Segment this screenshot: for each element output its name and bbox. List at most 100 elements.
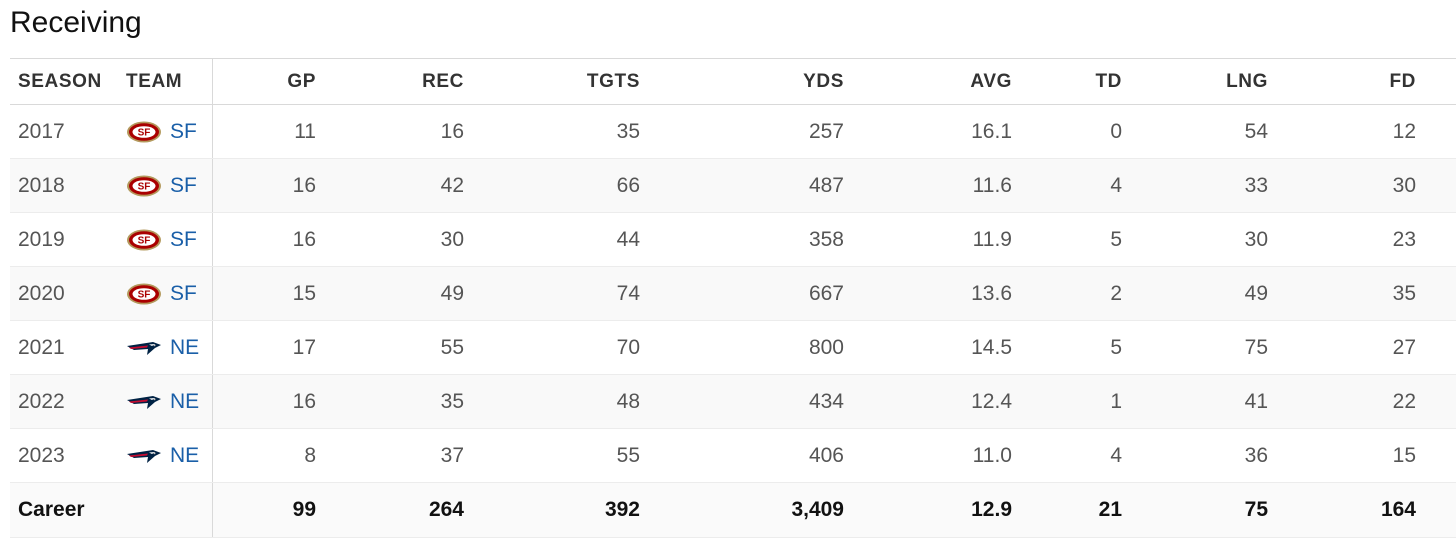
team-link-wrap[interactable]: NE (126, 389, 211, 414)
table-row: 2023 NE 8 37 55 406 11.0 4 36 15 (10, 428, 1456, 483)
team-link-wrap[interactable]: SF SF (126, 173, 211, 198)
career-yds: 3,409 (640, 482, 844, 538)
49ers-logo-icon: SF (127, 283, 161, 304)
table-row: 2022 NE 16 35 48 434 12.4 1 41 22 (10, 374, 1456, 429)
col-header-rec[interactable]: REC (316, 58, 464, 105)
season-cell: 2020 (10, 266, 118, 321)
gp-cell: 8 (212, 428, 316, 483)
team-abbr-link[interactable]: SF (170, 227, 197, 251)
tgts-cell: 70 (464, 320, 640, 375)
row-spacer (1416, 428, 1456, 483)
career-row: Career 99 264 392 3,409 12.9 21 75 164 (10, 482, 1456, 538)
career-tgts: 392 (464, 482, 640, 538)
fd-cell: 23 (1268, 212, 1416, 267)
team-logo: SF (126, 282, 162, 306)
col-header-lng[interactable]: LNG (1122, 58, 1268, 105)
team-link-wrap[interactable]: NE (126, 335, 211, 360)
col-header-team[interactable]: TEAM (118, 58, 213, 105)
team-abbr-link[interactable]: NE (170, 335, 200, 359)
tgts-cell: 66 (464, 158, 640, 213)
avg-cell: 12.4 (844, 374, 1012, 429)
gp-cell: 16 (212, 158, 316, 213)
lng-cell: 75 (1122, 320, 1268, 375)
gp-cell: 11 (212, 104, 316, 159)
avg-cell: 16.1 (844, 104, 1012, 159)
team-link-wrap[interactable]: SF SF (126, 227, 211, 252)
gp-cell: 15 (212, 266, 316, 321)
td-cell: 0 (1012, 104, 1122, 159)
career-label: Career (10, 482, 118, 538)
rec-cell: 42 (316, 158, 464, 213)
season-cell: 2018 (10, 158, 118, 213)
rec-cell: 35 (316, 374, 464, 429)
section-title: Receiving (10, 6, 142, 39)
td-cell: 5 (1012, 320, 1122, 375)
col-header-td[interactable]: TD (1012, 58, 1122, 105)
season-cell: 2023 (10, 428, 118, 483)
table-row: 2017 SF SF 11 16 35 257 16.1 0 54 12 (10, 104, 1456, 159)
col-header-gp[interactable]: GP (212, 58, 316, 105)
49ers-logo-icon: SF (127, 229, 161, 250)
yds-cell: 358 (640, 212, 844, 267)
yds-cell: 800 (640, 320, 844, 375)
yds-cell: 434 (640, 374, 844, 429)
team-logo: SF (126, 228, 162, 252)
tgts-cell: 74 (464, 266, 640, 321)
receiving-stats-table: SEASON TEAM GP REC TGTS YDS AVG TD LNG F… (10, 58, 1456, 538)
team-cell: SF SF (118, 158, 213, 213)
fd-cell: 27 (1268, 320, 1416, 375)
team-link-wrap[interactable]: NE (126, 443, 211, 468)
col-header-season[interactable]: SEASON (10, 58, 118, 105)
svg-text:SF: SF (138, 127, 151, 138)
team-abbr-link[interactable]: NE (170, 443, 200, 467)
season-cell: 2021 (10, 320, 118, 375)
svg-text:SF: SF (138, 181, 151, 192)
team-cell: NE (118, 428, 213, 483)
lng-cell: 36 (1122, 428, 1268, 483)
team-logo (126, 444, 162, 468)
career-gp: 99 (212, 482, 316, 538)
career-lng: 75 (1122, 482, 1268, 538)
tgts-cell: 35 (464, 104, 640, 159)
team-abbr-link[interactable]: SF (170, 119, 197, 143)
career-td: 21 (1012, 482, 1122, 538)
team-abbr-link[interactable]: SF (170, 281, 197, 305)
fd-cell: 22 (1268, 374, 1416, 429)
col-header-tgts[interactable]: TGTS (464, 58, 640, 105)
row-spacer (1416, 158, 1456, 213)
col-header-avg[interactable]: AVG (844, 58, 1012, 105)
rec-cell: 16 (316, 104, 464, 159)
yds-cell: 257 (640, 104, 844, 159)
td-cell: 1 (1012, 374, 1122, 429)
col-header-fd[interactable]: FD (1268, 58, 1416, 105)
team-link-wrap[interactable]: SF SF (126, 119, 211, 144)
team-cell: SF SF (118, 104, 213, 159)
gp-cell: 17 (212, 320, 316, 375)
49ers-logo-icon: SF (127, 175, 161, 196)
lng-cell: 33 (1122, 158, 1268, 213)
patriots-logo-icon (127, 341, 161, 355)
career-spacer (1416, 482, 1456, 538)
svg-text:SF: SF (138, 235, 151, 246)
table-row: 2020 SF SF 15 49 74 667 13.6 2 49 35 (10, 266, 1456, 321)
career-team-empty (118, 482, 213, 538)
team-logo (126, 336, 162, 360)
team-abbr-link[interactable]: NE (170, 389, 200, 413)
row-spacer (1416, 104, 1456, 159)
avg-cell: 11.9 (844, 212, 1012, 267)
svg-text:SF: SF (138, 289, 151, 300)
team-abbr-link[interactable]: SF (170, 173, 197, 197)
header-spacer (1416, 58, 1456, 105)
team-cell: SF SF (118, 212, 213, 267)
avg-cell: 14.5 (844, 320, 1012, 375)
team-link-wrap[interactable]: SF SF (126, 281, 211, 306)
tgts-cell: 48 (464, 374, 640, 429)
season-cell: 2019 (10, 212, 118, 267)
td-cell: 2 (1012, 266, 1122, 321)
row-spacer (1416, 320, 1456, 375)
rec-cell: 49 (316, 266, 464, 321)
row-spacer (1416, 266, 1456, 321)
col-header-yds[interactable]: YDS (640, 58, 844, 105)
table-row: 2019 SF SF 16 30 44 358 11.9 5 30 23 (10, 212, 1456, 267)
team-logo: SF (126, 120, 162, 144)
